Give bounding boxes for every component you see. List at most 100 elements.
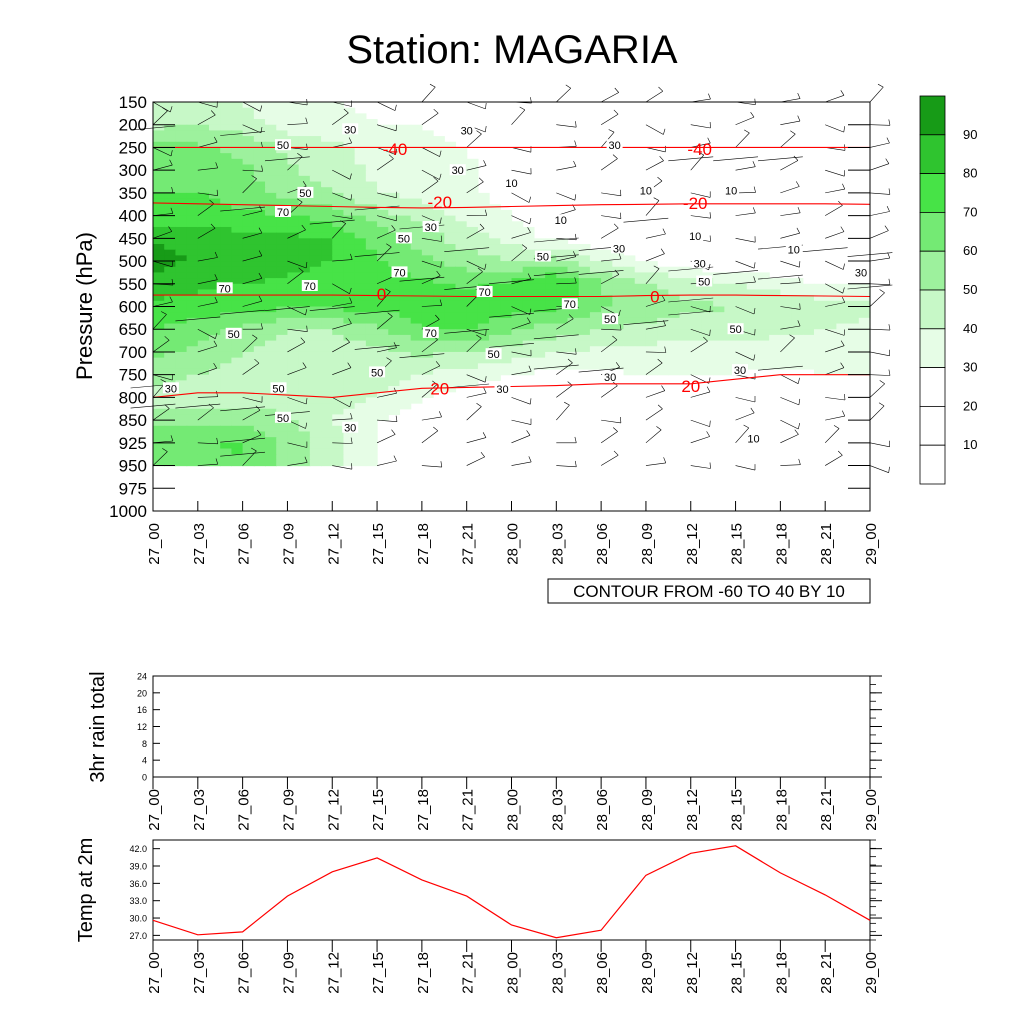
- rh-cell: [343, 295, 356, 302]
- rh-cell: [365, 386, 378, 393]
- rh-cell: [601, 351, 613, 359]
- rh-cell: [253, 232, 266, 239]
- rh-cell: [265, 414, 277, 421]
- rh-cell: [220, 244, 233, 251]
- wind-barb: [197, 279, 218, 285]
- rh-cell: [175, 102, 188, 109]
- rh-cell: [657, 323, 669, 330]
- rh-cell: [556, 323, 569, 330]
- x-tick-label: 28_06: [594, 952, 611, 994]
- wind-barb-flag: [663, 320, 666, 326]
- x-tick-label: 27_18: [415, 523, 432, 565]
- rh-cell: [231, 403, 244, 410]
- rh-cell: [354, 368, 367, 376]
- rh-cell: [847, 312, 860, 319]
- rh-cell: [668, 295, 681, 302]
- wind-barb-flag: [574, 140, 577, 147]
- rh-cell: [377, 351, 389, 359]
- rh-cell: [825, 295, 837, 302]
- wind-barb-flag: [254, 358, 260, 364]
- rh-cell: [724, 272, 737, 279]
- rh-cell: [153, 226, 165, 234]
- rh-cell: [735, 357, 748, 364]
- rh-cell: [365, 306, 378, 313]
- rh-cell: [298, 374, 311, 381]
- rh-cell: [153, 209, 165, 217]
- rh-cell: [309, 181, 322, 188]
- rh-cell: [265, 403, 277, 410]
- rh-cell: [321, 187, 333, 194]
- rh-cell: [309, 170, 322, 177]
- rh-cell: [253, 209, 266, 217]
- colorbar-box: [919, 405, 946, 446]
- rh-cell: [164, 346, 176, 353]
- wind-barb: [780, 120, 801, 126]
- rh-cell: [444, 209, 457, 217]
- rh-cell: [209, 102, 221, 109]
- rh-cell: [645, 295, 658, 302]
- rh-cell: [466, 198, 479, 205]
- rh-cell: [858, 340, 871, 347]
- y-tick-label: 8: [142, 739, 147, 749]
- rh-cell: [220, 351, 233, 359]
- rh-cell: [511, 283, 524, 291]
- rh-cell: [298, 380, 311, 387]
- rh-cell: [701, 346, 714, 353]
- rh-cell: [354, 249, 367, 256]
- rh-contour-segment: [713, 156, 759, 162]
- rh-cell: [813, 357, 826, 364]
- rh-cell: [847, 346, 860, 353]
- rh-cell: [858, 323, 871, 330]
- rh-cell: [354, 141, 367, 149]
- rh-cell: [253, 374, 266, 381]
- rh-contour-label: 10: [788, 245, 800, 257]
- rh-cell: [231, 272, 244, 279]
- rh-cell: [365, 244, 378, 251]
- wind-barb-flag: [798, 276, 801, 283]
- rh-cell: [679, 278, 692, 285]
- rh-cell: [533, 266, 546, 274]
- rh-cell: [477, 192, 490, 200]
- rh-cell: [253, 244, 266, 251]
- rh-cell: [421, 380, 434, 387]
- wind-barb-flag: [391, 429, 396, 435]
- wind-barb: [690, 154, 705, 171]
- rh-contour-label: 50: [398, 233, 410, 245]
- rh-label-bg: [449, 164, 466, 176]
- rh-cell: [612, 295, 625, 302]
- rh-cell: [153, 397, 165, 404]
- rh-cell: [623, 295, 636, 302]
- wind-barb-flag: [614, 87, 619, 93]
- rh-cell: [242, 261, 255, 268]
- rh-cell: [377, 175, 389, 183]
- rh-cell: [511, 351, 524, 359]
- wind-barb: [780, 374, 799, 384]
- rh-cell: [298, 261, 311, 268]
- rh-cell: [309, 334, 322, 342]
- rh-cell: [343, 386, 356, 393]
- wind-barb-flag: [386, 357, 392, 362]
- rh-cell: [668, 289, 681, 296]
- rh-cell: [287, 181, 300, 188]
- rh-cell: [410, 300, 423, 308]
- rh-cell: [332, 420, 345, 427]
- rh-cell: [242, 147, 255, 154]
- rh-cell: [433, 351, 445, 359]
- rh-cell: [589, 278, 602, 285]
- rh-contour-segment: [175, 316, 221, 322]
- rh-cell: [634, 306, 647, 313]
- rh-cell: [858, 289, 871, 296]
- wind-barb: [600, 158, 618, 171]
- rh-cell: [164, 170, 176, 177]
- rh-cell: [321, 147, 333, 154]
- rh-cell: [343, 363, 356, 370]
- rh-cell: [500, 351, 513, 359]
- rh-cell: [231, 153, 244, 160]
- wind-barb: [780, 160, 799, 171]
- rh-cell: [164, 192, 176, 200]
- rh-cell: [287, 221, 300, 228]
- rh-cell: [813, 351, 826, 359]
- rh-cell: [399, 312, 412, 319]
- rh-cell: [265, 119, 277, 126]
- rh-cell: [690, 346, 703, 353]
